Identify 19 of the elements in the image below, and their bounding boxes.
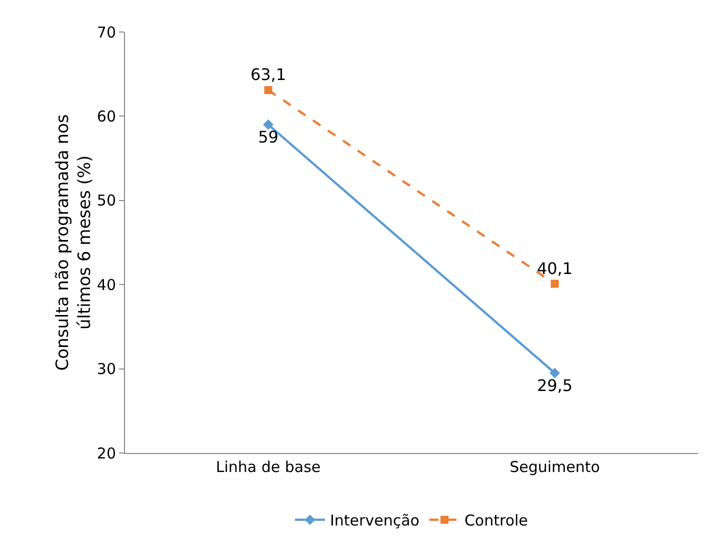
point <box>550 368 560 378</box>
point <box>550 280 559 288</box>
y-tick-label: 30 <box>96 360 116 378</box>
data-label: 29,5 <box>536 376 573 396</box>
data-label: 59 <box>258 128 278 147</box>
y-tick-label: 70 <box>96 23 116 42</box>
y-tick-label: 60 <box>96 107 116 126</box>
y-tick-label: 50 <box>96 192 116 210</box>
data-label: 63,1 <box>250 65 286 84</box>
legend-label: Controle <box>464 512 528 530</box>
y-axis-title: Consulta não programada nos últimos 6 meses (%) <box>52 114 95 371</box>
x-tick-label: Linha de base <box>216 458 321 476</box>
point <box>263 119 274 130</box>
legend-label: Intervenção <box>330 512 420 530</box>
y-tick-label: 20 <box>96 444 116 462</box>
y-tick-label: 40 <box>96 276 116 294</box>
point <box>264 86 272 94</box>
x-tick-label: Seguimento <box>510 458 600 476</box>
data-label: 40,1 <box>536 258 573 278</box>
